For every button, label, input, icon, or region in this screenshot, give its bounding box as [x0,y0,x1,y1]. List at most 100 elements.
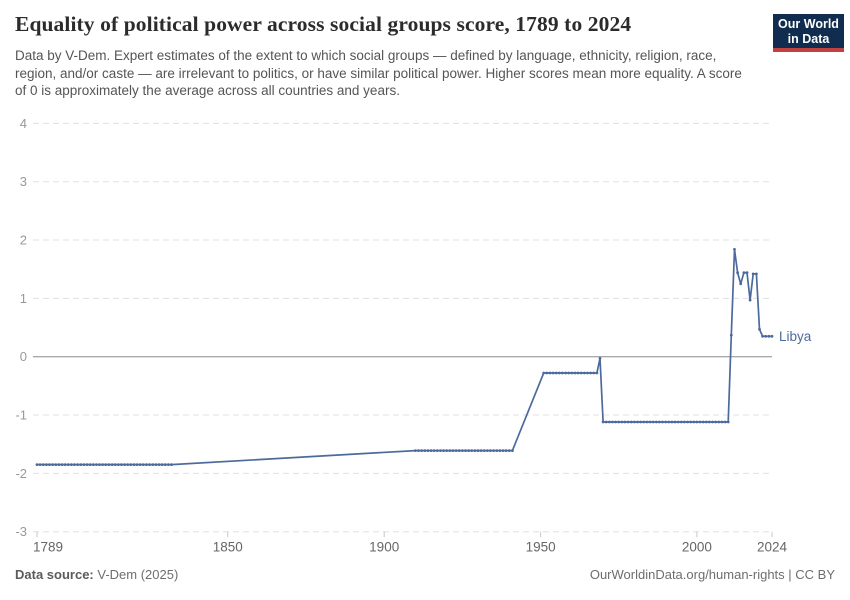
data-point[interactable] [461,449,464,452]
data-point[interactable] [770,334,774,338]
data-point[interactable] [564,371,567,375]
data-point[interactable] [501,449,505,452]
data-point[interactable] [661,420,664,424]
data-point[interactable] [670,420,674,424]
data-point[interactable] [545,371,549,375]
data-point[interactable] [717,420,721,424]
data-point[interactable] [629,420,633,424]
data-point[interactable] [645,420,649,424]
data-point[interactable] [423,449,427,452]
data-point[interactable] [113,463,117,466]
owid-link[interactable]: OurWorldinData.org/human-rights | CC BY [589,567,835,582]
data-point[interactable] [648,420,652,424]
data-point[interactable] [720,420,724,424]
data-point[interactable] [473,449,477,452]
data-point[interactable] [561,371,564,375]
data-point[interactable] [51,463,54,466]
data-point[interactable] [492,449,495,452]
data-point[interactable] [614,420,617,424]
data-point[interactable] [448,449,452,452]
data-point[interactable] [429,449,433,452]
data-point[interactable] [464,449,467,452]
line-chart[interactable]: 4 3 2 1 0 -1 -2 -3 1789 1850 1900 1950 2000 2024 Libya [0,115,850,563]
data-point[interactable] [170,463,173,466]
data-point[interactable] [414,449,417,452]
data-point[interactable] [611,420,614,424]
data-point[interactable] [504,449,508,452]
data-point[interactable] [604,420,608,424]
data-point[interactable] [723,420,727,424]
data-point[interactable] [145,463,148,466]
data-point[interactable] [151,463,155,466]
data-point[interactable] [98,463,101,466]
data-point[interactable] [767,334,771,338]
data-point[interactable] [70,463,73,466]
data-point[interactable] [160,463,164,466]
data-point[interactable] [507,449,511,452]
data-point[interactable] [88,463,92,466]
data-point[interactable] [482,449,486,452]
data-point[interactable] [101,463,105,466]
data-point[interactable] [85,463,89,466]
data-point[interactable] [592,371,596,375]
data-point[interactable] [551,371,555,375]
data-point[interactable] [54,463,58,466]
data-point[interactable] [654,420,658,424]
data-point[interactable] [35,463,39,466]
data-point[interactable] [548,371,552,375]
data-point[interactable] [642,420,646,424]
data-point[interactable] [123,463,126,466]
data-point[interactable] [586,371,589,375]
data-point[interactable] [745,271,749,275]
data-point[interactable] [435,449,439,452]
data-point[interactable] [695,420,699,424]
data-point[interactable] [736,271,739,275]
data-point[interactable] [48,463,51,466]
data-point[interactable] [420,449,424,452]
data-point[interactable] [148,463,152,466]
data-point[interactable] [141,463,145,466]
data-point[interactable] [470,449,474,452]
data-point[interactable] [589,371,592,375]
data-point[interactable] [63,463,67,466]
data-point[interactable] [608,420,611,424]
data-point[interactable] [664,420,668,424]
data-point[interactable] [439,449,442,452]
data-point[interactable] [626,420,630,424]
data-point[interactable] [570,371,574,375]
data-point[interactable] [704,420,708,424]
data-point[interactable] [451,449,455,452]
data-point[interactable] [454,449,458,452]
data-point[interactable] [617,420,621,424]
data-point[interactable] [79,463,83,466]
data-point[interactable] [576,371,580,375]
data-point[interactable] [620,420,624,424]
data-point[interactable] [633,420,636,424]
data-point[interactable] [495,449,499,452]
data-point[interactable] [91,463,95,466]
data-point[interactable] [742,271,746,275]
data-point[interactable] [486,449,489,452]
data-point[interactable] [554,371,558,375]
data-point[interactable] [692,420,696,424]
data-point[interactable] [511,449,514,452]
data-point[interactable] [57,463,61,466]
data-point[interactable] [598,357,602,360]
data-point[interactable] [445,449,449,452]
data-point[interactable] [542,371,546,375]
data-point[interactable] [658,420,661,424]
data-point[interactable] [701,420,705,424]
data-point[interactable] [73,463,76,466]
data-point[interactable] [129,463,133,466]
data-point[interactable] [726,420,730,424]
data-point[interactable] [489,449,492,452]
data-point[interactable] [476,449,480,452]
data-point[interactable] [582,371,586,375]
data-point[interactable] [557,371,561,375]
data-point[interactable] [163,463,167,466]
data-point[interactable] [157,463,161,466]
data-point[interactable] [95,463,98,466]
data-point[interactable] [498,449,502,452]
series-libya[interactable]: Libya [35,248,812,466]
data-point[interactable] [751,272,755,276]
